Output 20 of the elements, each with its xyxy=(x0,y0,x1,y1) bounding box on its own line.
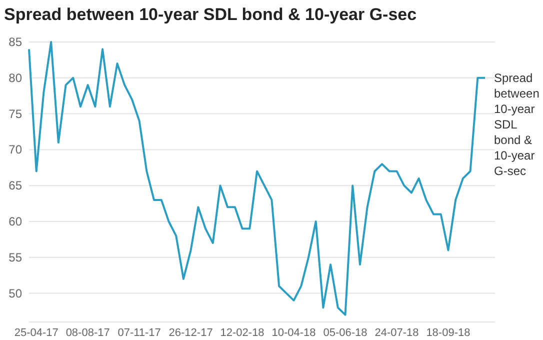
x-tick-label: 10-04-18 xyxy=(272,327,316,339)
y-tick-label: 85 xyxy=(8,35,22,49)
x-tick-label: 18-09-18 xyxy=(426,327,470,339)
x-tick-label: 26-12-17 xyxy=(168,327,213,339)
y-tick-label: 65 xyxy=(8,178,22,193)
line-series xyxy=(28,41,486,316)
y-tick-label: 80 xyxy=(8,70,22,85)
series-label: Spread between 10-year SDL bond & 10-year G-sec xyxy=(494,70,540,178)
y-tick-label: 70 xyxy=(8,142,22,157)
x-tick-label: 12-02-18 xyxy=(220,327,264,339)
chart-title: Spread between 10-year SDL bond & 10-year G-sec xyxy=(4,5,417,24)
y-tick-label: 60 xyxy=(8,214,22,228)
x-tick-label: 08-08-17 xyxy=(66,327,110,339)
x-tick-label: 05-06-18 xyxy=(323,327,368,339)
y-tick-label: 50 xyxy=(8,286,22,300)
x-tick-label: 07-11-17 xyxy=(118,327,161,339)
y-tick-label: 75 xyxy=(8,106,22,121)
y-tick-label: 55 xyxy=(8,250,22,264)
x-tick-label: 25-04-17 xyxy=(14,327,58,339)
x-tick-label: 24-07-18 xyxy=(374,327,419,339)
